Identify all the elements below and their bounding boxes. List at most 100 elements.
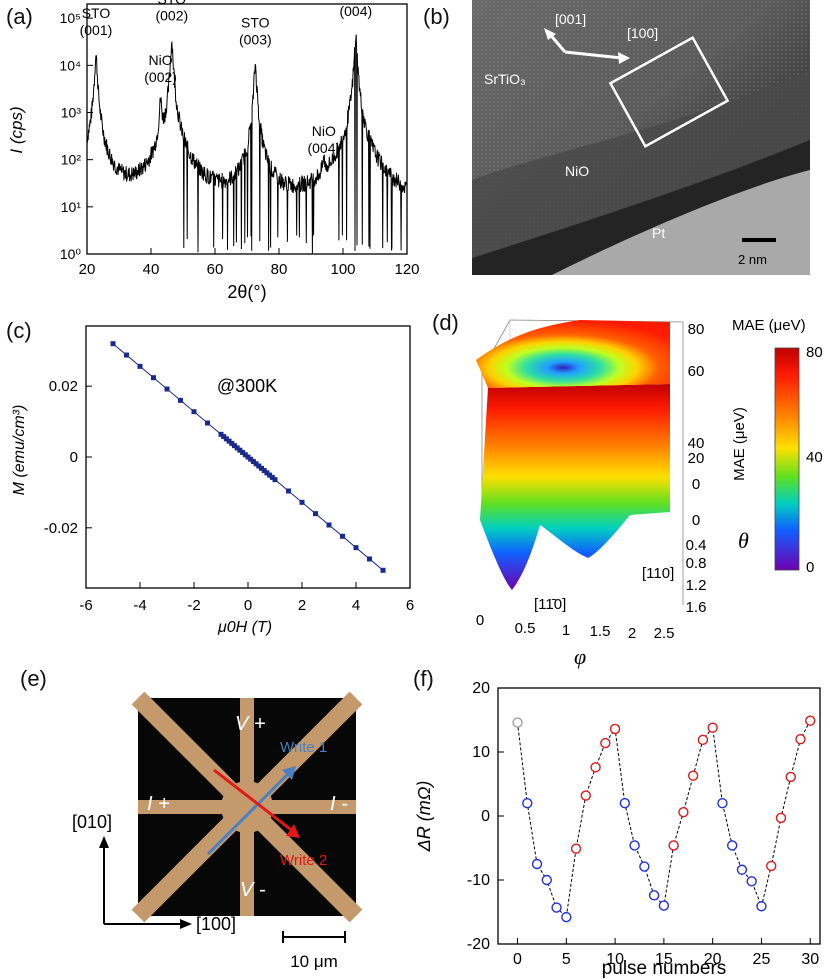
mh-data-point — [110, 341, 116, 347]
mh-ytick-label: -0.02 — [44, 520, 78, 537]
tem-image: [001] [100] SrTiO₃ NiO Pt 2 nm — [472, 0, 810, 275]
colorbar-tick-0: 0 — [806, 559, 814, 576]
delta-r-xlabel: pulse numbers — [602, 958, 727, 979]
mh-data-point — [380, 567, 386, 573]
panel-label-c: (c) — [6, 318, 32, 343]
dir-100-arrow — [564, 50, 623, 60]
delta-r-data-point — [717, 797, 728, 809]
delta-r-data-point — [512, 717, 523, 728]
delta-r-data-point — [697, 734, 709, 746]
v-minus-label: V - — [240, 879, 266, 901]
mh-data-point — [264, 470, 270, 476]
mh-data-point — [253, 461, 259, 467]
delta-r-data-point — [619, 797, 631, 809]
delta-r-data-point — [785, 771, 796, 783]
write2-label: Write 2 — [280, 852, 327, 869]
delta-r-data-point — [678, 806, 689, 818]
mae-surface-chart: 80 60 40 20 0 0 0.4 0.8 1.2 1.6 0 0.5 1 … — [476, 317, 823, 669]
mh-ytick-label: 0 — [70, 449, 78, 466]
mh-data-point — [191, 409, 197, 415]
mh-ylabel: M (emu/cm³) — [11, 405, 28, 496]
delta-r-xtick-label: 0 — [513, 951, 522, 968]
write2-arrow — [213, 768, 295, 834]
delta-r-data-point — [561, 911, 572, 923]
mh-data-point — [367, 556, 372, 562]
delta-r-ylabel: ΔR (mΩ) — [414, 781, 434, 853]
pt-layer — [472, 140, 810, 275]
mh-data-point — [286, 488, 291, 494]
mh-xtick-label: 4 — [352, 597, 360, 614]
delta-r-ytick-label: 20 — [472, 680, 490, 697]
delta-r-data-point — [726, 840, 738, 851]
xrd-peak-label: NiO — [149, 52, 173, 68]
xrd-xtick-label: 60 — [207, 261, 224, 278]
delta-r-data-point — [775, 812, 787, 824]
xrd-peak-index: (001) — [80, 22, 113, 38]
amorphous-region — [552, 170, 810, 275]
theta-axis-label: θ — [738, 528, 749, 553]
delta-r-data-point — [580, 790, 592, 801]
phi-tick-1: 1 — [562, 622, 570, 639]
theta-tick-0: 0 — [692, 512, 700, 529]
xrd-peak-label: STO — [342, 0, 371, 2]
delta-r-data-point — [668, 840, 679, 851]
delta-r-data-point — [736, 864, 748, 875]
dir-100-label: [100] — [627, 25, 658, 41]
delta-r-xtick-label: 20 — [704, 951, 722, 968]
mh-data-point — [237, 447, 243, 453]
mh-data-point — [221, 434, 227, 440]
mh-xlabel: μ0H (T) — [217, 619, 272, 636]
delta-r-data-point — [522, 797, 533, 809]
delta-r-data-point — [687, 770, 699, 781]
sto-label: SrTiO₃ — [484, 71, 526, 87]
mh-data-point — [313, 511, 318, 517]
mh-data-point — [124, 352, 129, 358]
mh-data-point — [261, 468, 267, 474]
phi-tick-0: 0 — [476, 612, 484, 629]
xrd-plot-frame — [86, 3, 408, 255]
mh-data-point — [242, 452, 248, 458]
xrd-ylabel: I (cps) — [7, 106, 26, 153]
delta-r-data-point — [639, 861, 650, 872]
v-plus-label: V + — [235, 713, 266, 735]
delta-r-data-point — [551, 902, 562, 913]
xrd-peak-index: (004) — [339, 3, 372, 19]
dir-100-label: [100] — [196, 914, 236, 934]
delta-r-data-point — [600, 737, 611, 749]
xrd-ytick-label: 10⁰ — [60, 246, 82, 262]
mae-zaxis-label: MAE (μeV) — [731, 407, 748, 481]
delta-r-data-point — [707, 722, 718, 733]
panel-label-e: (e) — [20, 666, 47, 691]
panel-label-b: (b) — [423, 4, 450, 29]
delta-r-data-point — [531, 858, 543, 870]
mh-data-point — [151, 375, 156, 381]
i-minus-label: I - — [330, 793, 348, 815]
write1-arrowhead — [282, 766, 296, 780]
xrd-ytick-label: 10² — [61, 152, 82, 168]
delta-r-xtick-label: 30 — [801, 951, 819, 968]
delta-r-ytick-label: -20 — [467, 936, 490, 953]
delta-r-xtick-label: 25 — [753, 951, 771, 968]
xrd-xtick-label: 40 — [143, 261, 160, 278]
delta-r-data-point — [766, 860, 777, 872]
mh-xtick-label: -4 — [133, 597, 146, 614]
mh-data-point — [205, 420, 210, 426]
theta-tick-16: 1.6 — [686, 599, 707, 616]
dir-010-label: [010] — [72, 812, 112, 832]
mh-data-point — [267, 472, 273, 478]
delta-r-ytick-label: -10 — [467, 872, 490, 889]
phi-tick-25: 2.5 — [654, 625, 675, 642]
mh-data-point — [259, 465, 264, 471]
mh-data-point — [229, 440, 235, 446]
write2-arrowhead — [286, 824, 300, 838]
delta-r-data-point — [629, 840, 640, 851]
mh-data-point — [326, 522, 332, 528]
xrd-xtick-label: 20 — [79, 261, 96, 278]
mh-data-point — [218, 431, 224, 437]
mh-data-point — [248, 456, 254, 462]
mae-projection-map — [476, 320, 670, 388]
delta-r-data-point — [541, 874, 552, 886]
xrd-peak-index: (002) — [155, 8, 188, 24]
mh-data-point — [240, 449, 246, 455]
